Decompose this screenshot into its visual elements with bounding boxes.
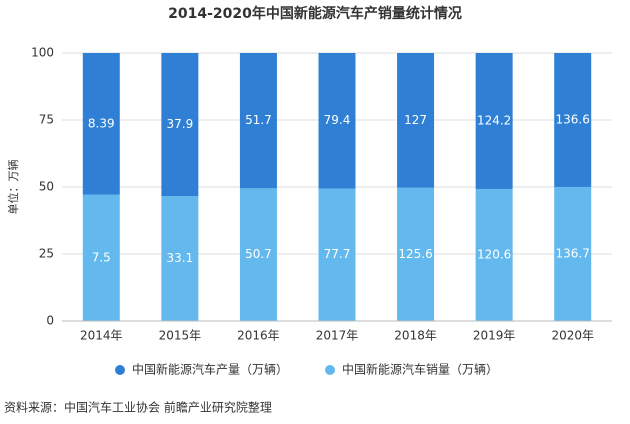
bar-segment (161, 196, 199, 321)
legend-marker (115, 365, 125, 375)
x-tick-label: 2016年 (237, 329, 280, 343)
data-label: 33.1 (166, 251, 193, 265)
bar-segment (318, 53, 356, 189)
bar-segment (554, 53, 592, 187)
legend-label: 中国新能源汽车销量（万辆） (342, 362, 498, 377)
source-note: 资料来源：中国汽车工业协会 前瞻产业研究院整理 (4, 400, 272, 415)
bar-segment (239, 188, 277, 321)
data-label: 120.6 (477, 247, 511, 261)
bar-segment (554, 186, 592, 321)
x-tick-label: 2018年 (394, 329, 437, 343)
data-label: 136.6 (556, 112, 590, 126)
bar-segment (82, 194, 120, 321)
bar-segment (397, 187, 435, 321)
data-label: 7.5 (92, 250, 111, 264)
x-tick-label: 2020年 (551, 329, 594, 343)
data-label: 77.7 (324, 247, 351, 261)
bar-segment (397, 53, 435, 188)
y-axis-label: 单位：万辆 (6, 160, 20, 215)
data-label: 50.7 (245, 247, 272, 261)
data-label: 79.4 (324, 113, 351, 127)
legend-label: 中国新能源汽车产量（万辆） (132, 362, 288, 377)
y-tick-label: 25 (39, 247, 54, 261)
y-tick-label: 75 (39, 113, 54, 127)
y-tick-label: 50 (39, 180, 54, 194)
bar-segment (161, 53, 199, 197)
legend-marker (325, 365, 335, 375)
data-label: 124.2 (477, 113, 511, 127)
data-label: 125.6 (398, 247, 432, 261)
x-tick-label: 2014年 (80, 329, 123, 343)
bar-segment (475, 53, 513, 189)
data-label: 127 (404, 113, 427, 127)
data-label: 8.39 (88, 116, 115, 130)
bar-segment (475, 188, 513, 321)
chart-title: 2014-2020年中国新能源汽车产销量统计情况 (168, 5, 462, 22)
bar-segment (239, 53, 277, 189)
y-tick-label: 0 (46, 314, 54, 328)
y-tick-label: 100 (31, 46, 54, 60)
x-tick-label: 2017年 (316, 329, 359, 343)
x-tick-label: 2015年 (159, 329, 202, 343)
bar-segment (318, 188, 356, 321)
data-label: 37.9 (166, 117, 193, 131)
data-label: 51.7 (245, 113, 272, 127)
data-label: 136.7 (556, 246, 590, 260)
bar-segment (82, 53, 120, 195)
x-tick-label: 2019年 (473, 329, 516, 343)
